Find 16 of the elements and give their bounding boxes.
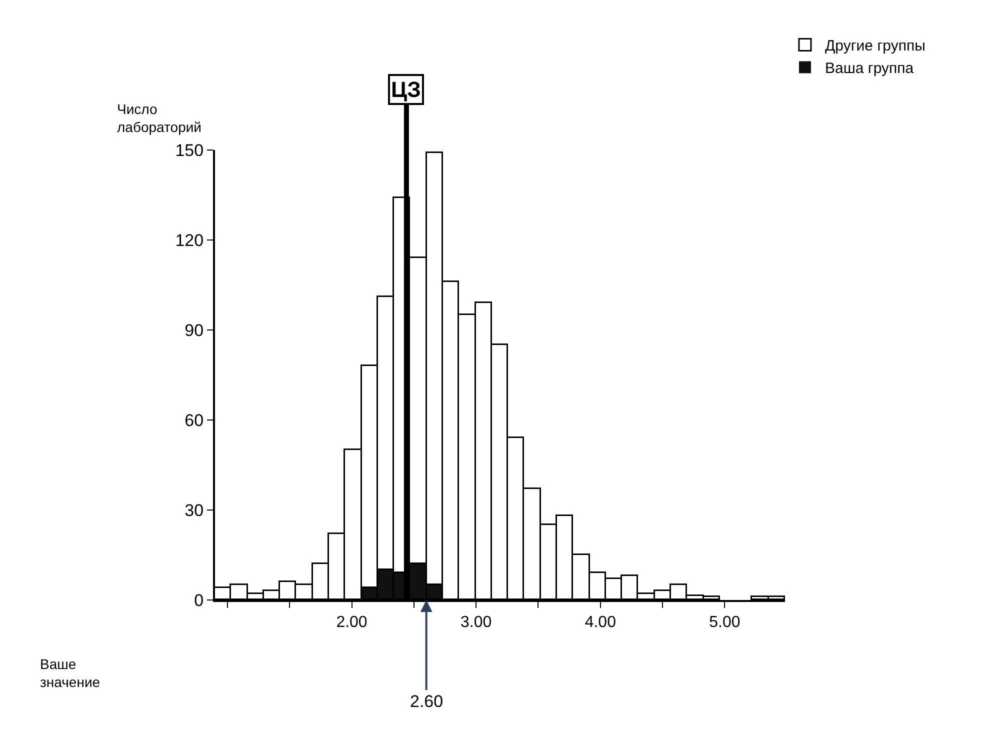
ref-line-label: ЦЗ [391,77,421,102]
x-tick-label: 3.00 [460,614,492,632]
text: Ваше значение [40,656,100,690]
legend-label: Другие группы [825,38,926,55]
y-tick-label: 0 [194,590,204,610]
annotation: 2.60 [410,692,444,711]
x-tick-label: 4.00 [584,614,616,632]
y-tick-label: 90 [184,320,204,340]
x-tick-label: 2.00 [336,614,368,632]
y-axis-title: Число лабораторий [117,101,202,136]
x-tick-label: 5.00 [709,614,740,632]
legend-label: Ваша группа [825,60,914,78]
y-tick-label: 60 [184,410,204,430]
y-tick-label: 120 [175,230,204,250]
y-tick-label: 150 [175,140,204,160]
y-tick-label: 30 [184,500,204,520]
